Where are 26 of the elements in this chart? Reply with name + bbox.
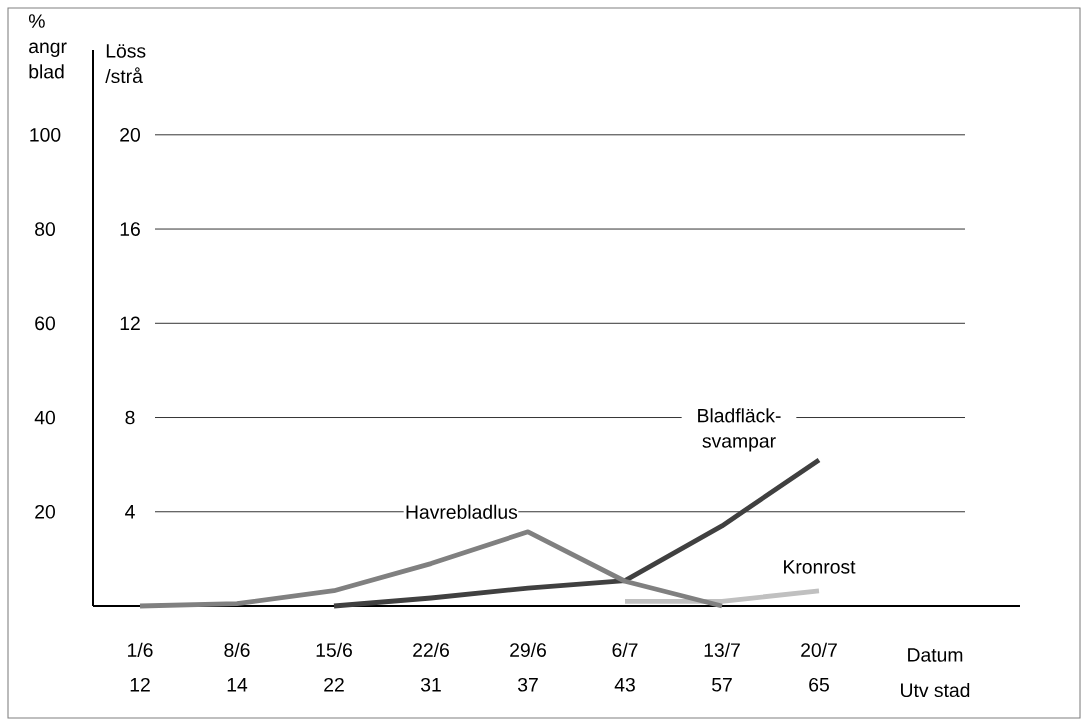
y2-tick-label: 16 xyxy=(120,222,140,236)
x-tick-label: 6/7 43 xyxy=(612,642,638,692)
x-tick-label: 15/6 22 xyxy=(316,642,352,692)
y-tick-label: 100 xyxy=(30,127,61,142)
y2-tick-label: 20 xyxy=(120,127,140,142)
y-tick-label: 80 xyxy=(35,222,55,236)
x-tick-label: 1/6 12 xyxy=(128,642,153,692)
x-tick-label: 8/6 14 xyxy=(224,642,250,692)
y-axis-title: % angr blad xyxy=(28,14,67,79)
series-label: Havrebladlus xyxy=(406,504,518,519)
x-axis-title: Datum xyxy=(908,648,963,662)
x-tick-label: 20/7 65 xyxy=(801,642,837,692)
x-tick-label: 22/6 31 xyxy=(413,642,449,692)
y2-tick-label: 8 xyxy=(125,410,135,425)
series-label: Kronrost xyxy=(784,560,856,574)
line-series xyxy=(137,529,725,609)
x-tick-label: 29/6 37 xyxy=(510,642,546,692)
y-tick-label: 60 xyxy=(35,316,55,331)
y2-tick-label: 4 xyxy=(125,505,135,519)
y2-axis-title: Löss /strå xyxy=(105,44,146,84)
y-tick-label: 40 xyxy=(34,410,55,425)
series-label: Bladfläck-svampar xyxy=(698,408,781,452)
x-tick-label: 13/7 57 xyxy=(704,642,740,692)
text: Utv stad xyxy=(901,682,970,698)
y-tick-label: 20 xyxy=(35,504,55,519)
y2-tick-label: 12 xyxy=(120,316,140,331)
